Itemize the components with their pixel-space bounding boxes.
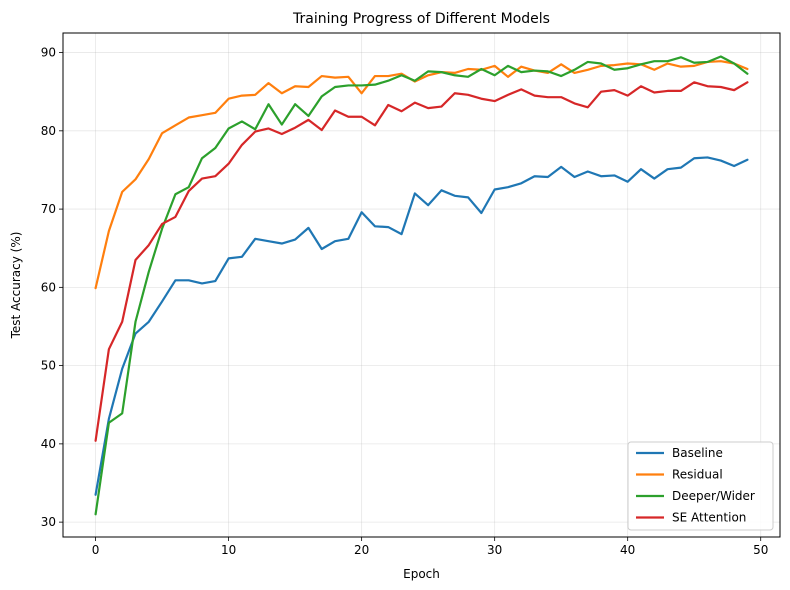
- legend-label: SE Attention: [672, 511, 746, 525]
- x-axis-label: Epoch: [403, 567, 440, 581]
- y-tick-label: 90: [41, 46, 56, 60]
- y-tick-label: 80: [41, 124, 56, 138]
- x-axis: 0 10 20 30 40 50: [92, 537, 768, 557]
- x-tick-label: 20: [354, 543, 369, 557]
- legend-label: Baseline: [672, 446, 723, 460]
- y-axis-label: Test Accuracy (%): [9, 232, 23, 340]
- y-tick-label: 60: [41, 280, 56, 294]
- y-tick-label: 50: [41, 359, 56, 373]
- series-line-baseline: [94, 156, 749, 496]
- x-tick-label: 40: [620, 543, 635, 557]
- y-axis: 30 40 50 60 70 80 90: [41, 46, 63, 529]
- y-tick-label: 40: [41, 437, 56, 451]
- y-tick-label: 70: [41, 202, 56, 216]
- legend-label: Deeper/Wider: [672, 489, 755, 503]
- legend: Baseline Residual Deeper/Wider SE Attention: [627, 441, 774, 531]
- legend-box: [627, 441, 774, 531]
- chart-title: Training Progress of Different Models: [292, 11, 550, 27]
- series-line-se-attention: [94, 81, 749, 442]
- series-line-deeper-wider: [94, 55, 749, 516]
- x-tick-label: 50: [753, 543, 768, 557]
- x-tick-label: 30: [487, 543, 502, 557]
- x-tick-label: 0: [92, 543, 100, 557]
- x-tick-label: 10: [221, 543, 236, 557]
- plot-frame: [62, 32, 781, 538]
- series-lines: [94, 55, 749, 516]
- legend-label: Residual: [672, 468, 723, 482]
- y-tick-label: 30: [41, 515, 56, 529]
